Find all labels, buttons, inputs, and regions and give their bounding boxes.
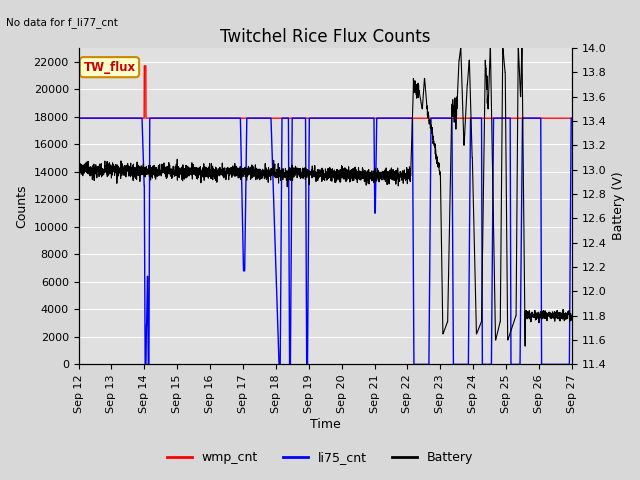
- Legend: wmp_cnt, li75_cnt, Battery: wmp_cnt, li75_cnt, Battery: [162, 446, 478, 469]
- Y-axis label: Counts: Counts: [15, 184, 28, 228]
- Text: No data for f_li77_cnt: No data for f_li77_cnt: [6, 17, 118, 28]
- Title: Twitchel Rice Flux Counts: Twitchel Rice Flux Counts: [220, 28, 431, 47]
- X-axis label: Time: Time: [310, 419, 340, 432]
- Text: TW_flux: TW_flux: [83, 60, 136, 73]
- Y-axis label: Battery (V): Battery (V): [612, 172, 625, 240]
